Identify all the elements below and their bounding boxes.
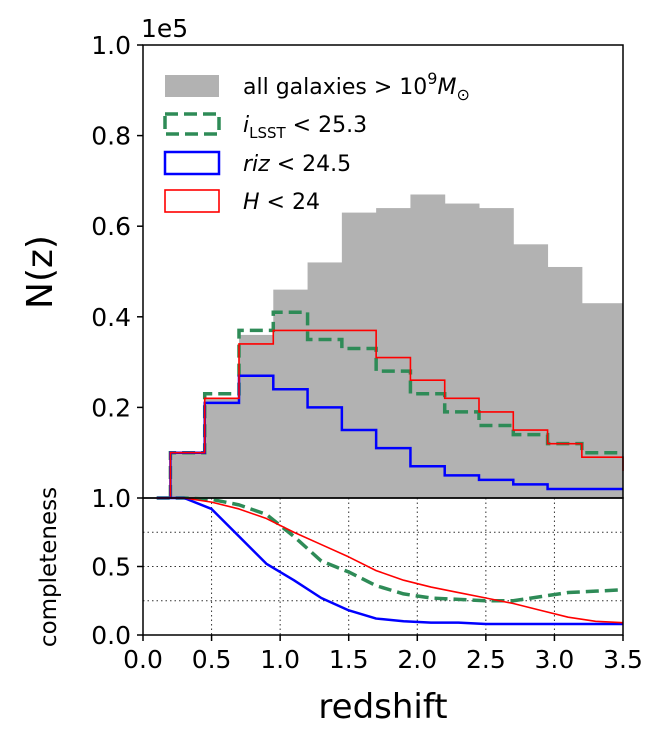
top-y-ticks: 0.2 0.4 0.6 0.8 1.0 <box>91 31 143 422</box>
legend-swatch-riz <box>163 150 221 176</box>
legend-all-text: all galaxies > 10 <box>243 75 427 100</box>
x-axis-label: redshift <box>318 687 447 727</box>
completeness-lines <box>156 496 624 626</box>
y-axis-label-bottom: completeness <box>36 487 62 647</box>
legend-ilsst-sub: LSST <box>249 124 286 142</box>
bar-all-galaxies-8 <box>444 203 480 499</box>
top-ytick-label-0: 0.2 <box>91 393 131 422</box>
legend-h-var: H <box>243 190 260 215</box>
legend-h-rest: < 24 <box>260 190 320 215</box>
bottom-ytick-label-1: 0.5 <box>91 553 131 582</box>
bar-all-galaxies-4 <box>307 262 343 498</box>
bottom-x-ticks: 0.0 0.5 1.0 1.5 2.0 2.5 3.0 3.5 <box>123 635 643 674</box>
legend-swatch-h <box>164 189 220 213</box>
bar-all-galaxies-3 <box>273 289 309 498</box>
xtick-label-5: 2.5 <box>466 645 506 674</box>
legend-all-sun: ⊙ <box>456 85 469 104</box>
bar-all-galaxies-0 <box>170 452 206 498</box>
legend: all galaxies > 109M⊙ iLSST < 25.3 riz < … <box>163 69 470 215</box>
legend-all-m: M <box>437 75 456 100</box>
bottom-ytick-label-2: 1.0 <box>91 484 131 513</box>
top-ytick-label-2: 0.6 <box>91 212 131 241</box>
completeness-grid <box>143 498 623 635</box>
line-h-24 <box>156 497 624 624</box>
xtick-label-6: 3.0 <box>535 645 575 674</box>
legend-swatch-ilsst <box>163 112 221 136</box>
legend-ilsst-i: i <box>243 113 249 138</box>
bar-all-galaxies-7 <box>410 194 446 499</box>
bar-all-galaxies-2 <box>239 334 274 498</box>
line-ilsst-25-3 <box>156 496 624 603</box>
xtick-label-2: 1.0 <box>260 645 300 674</box>
step-h-24 <box>169 329 624 498</box>
xtick-label-0: 0.0 <box>123 645 163 674</box>
legend-label-all: all galaxies > 109M⊙ <box>243 69 470 104</box>
bar-all-galaxies-10 <box>513 244 549 498</box>
bottom-ytick-label-0: 0.0 <box>91 621 131 650</box>
xtick-label-7: 3.5 <box>603 645 643 674</box>
histogram-series <box>168 194 624 499</box>
bar-all-galaxies-11 <box>547 266 583 498</box>
legend-all-exp: 9 <box>427 69 437 88</box>
legend-swatch-all <box>165 75 219 97</box>
bottom-y-ticks: 0.0 0.5 1.0 <box>91 484 143 650</box>
completeness-panel: 0.0 0.5 1.0 0.0 0.5 1.0 1.5 2.0 2.5 3.0 3.5 compl… <box>36 484 643 727</box>
top-ytick-label-3: 0.8 <box>91 122 131 151</box>
bar-all-galaxies-5 <box>341 212 377 499</box>
histogram-panel: 0.2 0.4 0.6 0.8 1.0 1e5 N(z) <box>20 14 624 499</box>
line-riz-24-5 <box>156 496 623 626</box>
offset-label: 1e5 <box>141 14 188 43</box>
top-ytick-label-4: 1.0 <box>91 31 131 60</box>
legend-label-riz: riz < 24.5 <box>243 152 351 177</box>
legend-riz-rest: < 24.5 <box>270 152 351 177</box>
legend-riz-var: riz <box>243 152 270 177</box>
legend-label-h: H < 24 <box>243 190 320 215</box>
bar-all-galaxies-12 <box>581 303 624 498</box>
bar-all-galaxies-6 <box>376 208 411 498</box>
xtick-label-4: 2.0 <box>397 645 437 674</box>
xtick-label-3: 1.5 <box>329 645 369 674</box>
bar-all-galaxies-9 <box>479 208 514 498</box>
bar-all-galaxies-1 <box>204 398 240 498</box>
xtick-label-1: 0.5 <box>192 645 232 674</box>
legend-label-ilsst: iLSST < 25.3 <box>243 113 367 142</box>
y-axis-label-top: N(z) <box>20 235 61 309</box>
legend-ilsst-rest: < 25.3 <box>286 113 367 138</box>
top-ytick-label-1: 0.4 <box>91 303 131 332</box>
